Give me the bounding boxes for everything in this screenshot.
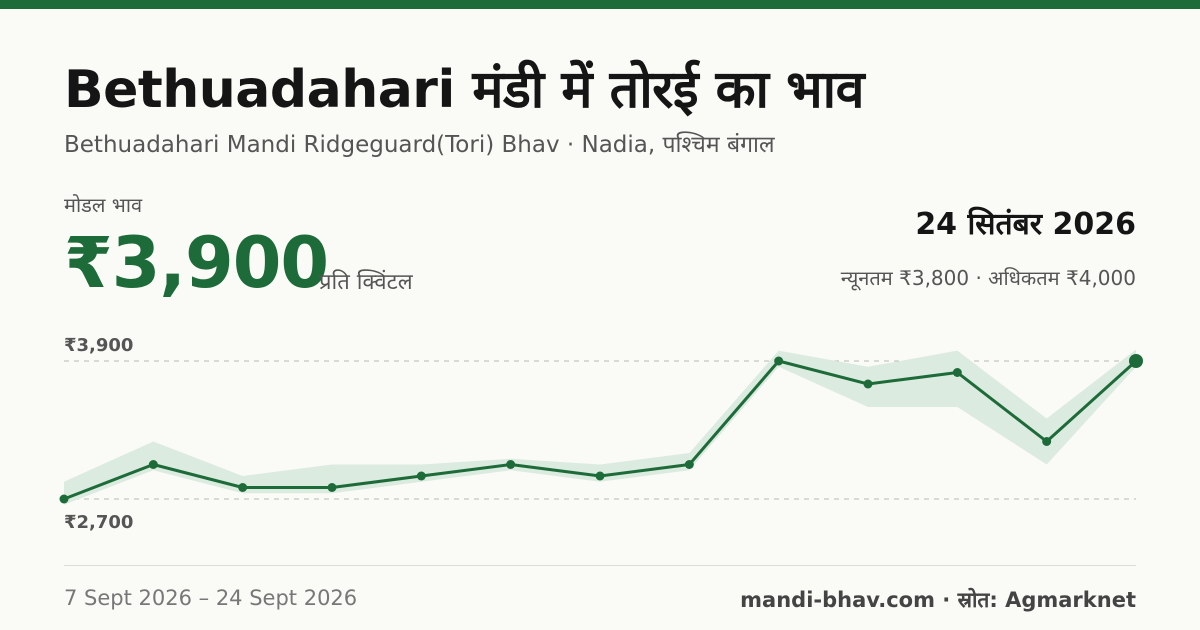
data-point <box>863 379 873 389</box>
data-point <box>148 460 158 469</box>
reference-line-label: ₹2,700 <box>64 512 133 533</box>
data-point <box>59 494 69 504</box>
page-title: Bethuadahari मंडी में तोरई का भाव <box>64 60 865 120</box>
data-point <box>506 460 516 469</box>
data-point <box>952 368 962 377</box>
data-point <box>327 483 337 492</box>
price-unit: प्रति क्विंटल <box>319 270 413 295</box>
reference-line-label: ₹3,900 <box>64 335 133 356</box>
top-accent-bar <box>0 0 1200 9</box>
data-point <box>416 471 426 481</box>
model-price-value: ₹3,900 <box>64 222 329 304</box>
latest-data-point <box>1129 354 1143 368</box>
data-point <box>1042 437 1052 446</box>
source-credit: mandi-bhav.com · स्रोत: Agmarknet <box>740 588 1136 612</box>
data-point <box>238 483 248 492</box>
price-date: 24 सितंबर 2026 <box>915 207 1136 242</box>
price-range: न्यूनतम ₹3,800 · अधिकतम ₹4,000 <box>840 266 1136 290</box>
data-point <box>595 471 605 481</box>
data-point <box>684 460 694 469</box>
data-point <box>774 356 784 366</box>
date-range: 7 Sept 2026 – 24 Sept 2026 <box>64 586 358 610</box>
data-points <box>59 354 1143 504</box>
footer-divider <box>64 565 1136 566</box>
page-subtitle: Bethuadahari Mandi Ridgeguard(Tori) Bhav… <box>64 132 775 158</box>
model-price-label: मोडल भाव <box>64 193 143 217</box>
